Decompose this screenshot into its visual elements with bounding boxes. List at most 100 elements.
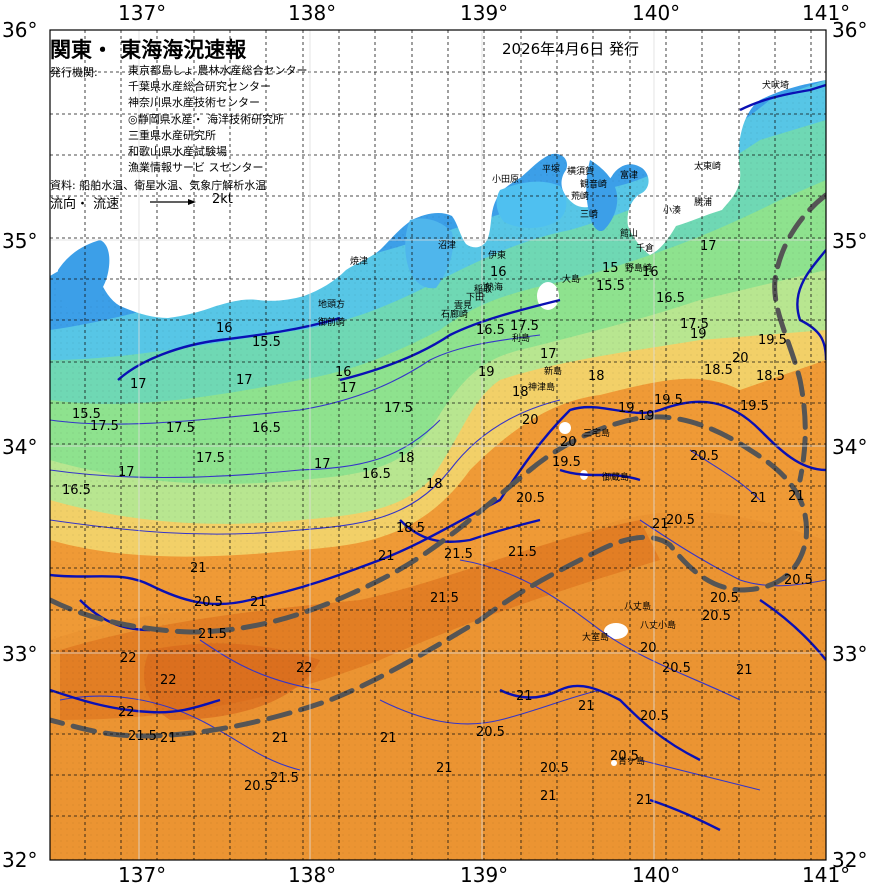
contour-label: 17 <box>540 347 557 362</box>
lon-label: 139° <box>460 1 508 25</box>
contour-label: 19 <box>638 409 655 424</box>
contour-label: 20.5 <box>784 573 813 588</box>
place-label: 横須賀 <box>567 165 594 177</box>
contour-label: 20.5 <box>540 761 569 776</box>
contour-label: 21.5 <box>128 729 157 744</box>
lon-axis-bottom: 137° 138° 139° 140° 141° <box>118 863 850 887</box>
lon-label: 137° <box>118 863 166 887</box>
contour-label: 19.5 <box>552 455 581 470</box>
place-label: 利島 <box>512 332 530 344</box>
contour-label: 19 <box>618 401 635 416</box>
lon-label: 139° <box>460 863 508 887</box>
lon-label: 140° <box>632 1 680 25</box>
contour-label: 17.5 <box>680 317 709 332</box>
contour-label: 21 <box>636 793 653 808</box>
isotherms-minor <box>50 334 826 791</box>
lat-label: 36° <box>832 18 867 42</box>
lat-label: 34° <box>2 435 37 459</box>
place-label: 館山 <box>620 227 638 239</box>
contour-label: 21 <box>378 549 395 564</box>
contour-label: 18 <box>398 451 415 466</box>
place-label: 太東崎 <box>694 160 721 172</box>
lat-label: 36° <box>2 18 37 42</box>
place-label: 平塚 <box>542 164 560 175</box>
lat-axis-right: 36° 35° 34° 33° 32° <box>832 18 867 872</box>
contour-label: 21.5 <box>444 547 473 562</box>
contour-label: 20.5 <box>662 661 691 676</box>
degree-grid <box>50 30 826 860</box>
lon-label: 141° <box>802 1 850 25</box>
contour-label: 17 <box>340 381 357 396</box>
place-label: 野島崎 <box>625 262 652 274</box>
contour-label: 19.5 <box>758 333 787 348</box>
contour-label: 17 <box>236 373 253 388</box>
lat-label: 33° <box>2 642 37 666</box>
place-label: 三崎 <box>580 208 598 220</box>
contour-label: 20 <box>560 435 577 450</box>
contour-label: 21 <box>250 595 267 610</box>
contour-label: 21 <box>272 731 289 746</box>
place-label: 富津 <box>620 169 638 181</box>
lat-label: 34° <box>832 435 867 459</box>
contour-label: 17 <box>700 239 717 254</box>
place-label: 下田 <box>466 292 484 303</box>
place-label: 犬吠埼 <box>762 79 789 91</box>
contour-label: 22 <box>120 651 137 666</box>
contour-label: 15.5 <box>72 407 101 422</box>
contour-label: 18.5 <box>704 363 733 378</box>
lat-label: 33° <box>832 642 867 666</box>
contour-label: 17 <box>118 465 135 480</box>
contour-label: 16 <box>490 265 507 280</box>
contour-label: 21 <box>380 731 397 746</box>
place-label: 石廊崎 <box>441 308 468 320</box>
lat-axis-left: 36° 35° 34° 33° 32° <box>2 18 37 872</box>
contour-label: 21 <box>516 689 533 704</box>
lon-label: 138° <box>288 1 336 25</box>
contour-label: 20.5 <box>710 591 739 606</box>
place-label: 八丈島 <box>624 600 651 612</box>
contour-label: 17.5 <box>90 419 119 434</box>
contour-label: 21 <box>436 761 453 776</box>
contour-label: 20.5 <box>640 709 669 724</box>
place-label: 神津島 <box>528 381 555 393</box>
contour-label: 17 <box>130 377 147 392</box>
contour-label: 19.5 <box>654 393 683 408</box>
contour-label: 21 <box>160 731 177 746</box>
contour-label: 19 <box>478 365 495 380</box>
place-label: 大島 <box>562 273 580 285</box>
place-label: 稲取 <box>474 283 492 295</box>
contour-label: 16.5 <box>252 421 281 436</box>
place-label: 熱海 <box>485 281 503 293</box>
island-miyake <box>559 422 571 434</box>
contour-label: 16.5 <box>362 467 391 482</box>
contour-label: 15 <box>602 261 619 276</box>
contour-label: 22 <box>118 705 135 720</box>
place-label: 御蔵島 <box>602 471 629 483</box>
contour-label: 21 <box>788 489 805 504</box>
bay-hamana <box>57 240 110 312</box>
map-body: 犬吠埼 平塚 横須賀 富津 小田原 観音崎 荒崎 三崎 太東崎 勝浦 小湊 館山… <box>50 30 826 860</box>
contour-label: 22 <box>160 673 177 688</box>
place-label: 御前崎 <box>318 316 345 328</box>
contour-label: 20.5 <box>244 779 273 794</box>
lon-label: 140° <box>632 863 680 887</box>
contour-label: 21 <box>578 699 595 714</box>
contour-label: 16 <box>642 265 659 280</box>
contour-label: 20.5 <box>666 513 695 528</box>
place-label: 小湊 <box>663 204 681 216</box>
place-label: 三宅島 <box>583 427 610 439</box>
contour-label: 21.5 <box>508 545 537 560</box>
contour-label: 20.5 <box>610 749 639 764</box>
contour-label: 20.5 <box>476 725 505 740</box>
lat-label: 32° <box>2 848 37 872</box>
contour-label: 21 <box>736 663 753 678</box>
land-honshu <box>50 30 826 318</box>
place-label: 観音崎 <box>580 178 607 190</box>
contour-label: 17.5 <box>510 319 539 334</box>
contour-label: 17.5 <box>166 421 195 436</box>
place-label: 地頭方 <box>318 298 345 310</box>
contour-label: 20.5 <box>702 609 731 624</box>
contour-label: 21.5 <box>430 591 459 606</box>
place-label: 荒崎 <box>571 190 589 202</box>
contour-label: 20 <box>522 413 539 428</box>
